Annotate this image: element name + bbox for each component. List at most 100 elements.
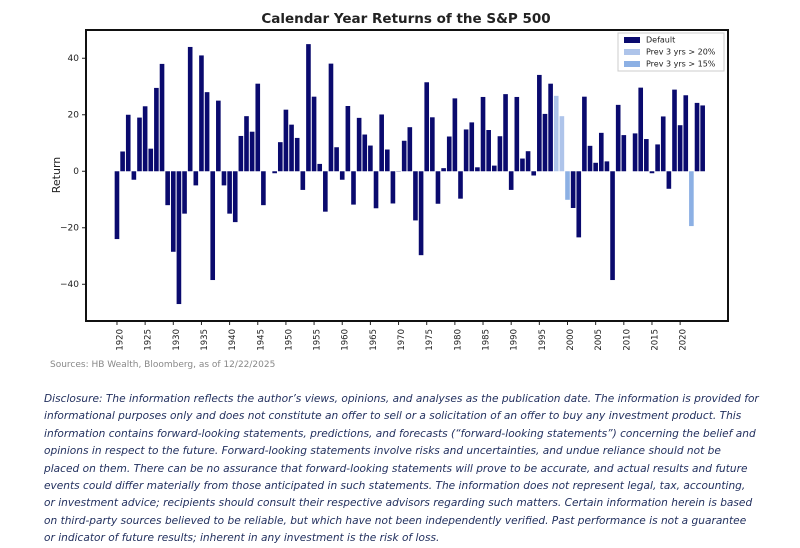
bar	[599, 133, 604, 171]
bar	[255, 84, 260, 172]
x-tick-label: 1995	[538, 329, 548, 350]
bar	[160, 64, 165, 171]
legend-label: Default	[646, 36, 675, 45]
bar	[312, 97, 317, 172]
bar	[120, 151, 125, 171]
bar	[430, 117, 435, 171]
bar	[244, 116, 249, 171]
bar	[667, 171, 672, 189]
bar	[638, 88, 643, 172]
bar	[576, 171, 581, 237]
bar	[531, 171, 536, 175]
bar	[537, 75, 542, 171]
bar	[351, 171, 356, 204]
y-tick-label: 20	[68, 110, 80, 120]
chart: Calendar Year Returns of the S&P 500 Ret…	[0, 0, 800, 350]
bar	[661, 116, 666, 171]
bar	[548, 84, 553, 172]
bar	[165, 171, 170, 205]
bar	[278, 142, 283, 171]
bar	[222, 171, 227, 185]
bar	[137, 118, 142, 172]
x-tick-label: 1960	[341, 329, 351, 350]
bar	[239, 136, 244, 171]
bar	[683, 95, 688, 171]
legend-label: Prev 3 yrs > 15%	[646, 60, 716, 69]
bar	[362, 135, 367, 172]
bar	[543, 114, 548, 171]
bar	[622, 135, 627, 171]
bar	[492, 166, 497, 172]
bar	[447, 137, 452, 172]
bar	[503, 94, 508, 171]
x-tick-label: 1925	[144, 329, 154, 350]
bar	[171, 171, 176, 252]
bar	[605, 161, 610, 171]
bar	[644, 139, 649, 171]
legend-swatch	[624, 61, 640, 67]
x-tick-label: 2005	[594, 329, 604, 350]
bar	[194, 171, 199, 185]
bar	[317, 164, 322, 171]
bar	[306, 44, 311, 171]
bar	[419, 171, 424, 255]
bar	[413, 171, 418, 220]
x-tick-label: 1985	[482, 329, 492, 350]
bar	[323, 171, 328, 211]
x-tick-label: 1965	[369, 329, 379, 350]
bar	[672, 90, 677, 172]
bar	[633, 133, 638, 171]
bar	[199, 55, 204, 171]
y-tick-label: −40	[60, 280, 79, 290]
bar	[424, 82, 429, 171]
source-note: Sources: HB Wealth, Bloomberg, as of 12/…	[50, 360, 275, 370]
bar	[486, 130, 491, 171]
bar	[385, 150, 390, 172]
bar	[700, 105, 705, 171]
bar	[154, 88, 159, 171]
bar	[188, 47, 193, 171]
bar	[250, 132, 255, 172]
bar	[554, 96, 559, 171]
bar	[391, 171, 396, 203]
bar	[526, 151, 531, 171]
bar	[182, 171, 187, 213]
bar	[301, 171, 306, 190]
bar	[216, 101, 221, 172]
bar	[115, 171, 120, 239]
bar	[565, 171, 570, 200]
bar	[295, 138, 300, 171]
x-tick-label: 1935	[200, 329, 210, 350]
bar	[177, 171, 182, 304]
bar	[481, 97, 486, 171]
bar	[469, 122, 474, 171]
bar	[475, 167, 480, 171]
x-tick-label: 1975	[425, 329, 435, 350]
x-tick-label: 1930	[172, 329, 182, 350]
bar	[515, 97, 520, 171]
x-tick-label: 1945	[256, 329, 266, 350]
chart-title: Calendar Year Returns of the S&P 500	[261, 11, 550, 27]
bar	[650, 171, 655, 173]
x-tick-label: 1950	[284, 329, 294, 350]
bar	[368, 146, 373, 172]
bar	[464, 129, 469, 171]
legend-label: Prev 3 yrs > 20%	[646, 48, 716, 57]
legend-swatch	[624, 37, 640, 43]
legend-swatch	[624, 49, 640, 55]
x-tick-label: 1940	[228, 329, 238, 350]
y-tick-label: −20	[60, 223, 79, 233]
bar	[143, 106, 148, 171]
bar	[616, 105, 621, 171]
bar	[126, 115, 131, 172]
bar	[329, 64, 334, 172]
x-tick-label: 1980	[453, 329, 463, 350]
bar	[334, 147, 339, 171]
x-tick-label: 2015	[650, 329, 660, 350]
x-tick-label: 2020	[679, 329, 689, 350]
y-tick-label: 40	[68, 54, 80, 64]
bar	[233, 171, 238, 222]
bar	[655, 144, 660, 171]
bar	[272, 171, 277, 173]
bar	[689, 171, 694, 226]
